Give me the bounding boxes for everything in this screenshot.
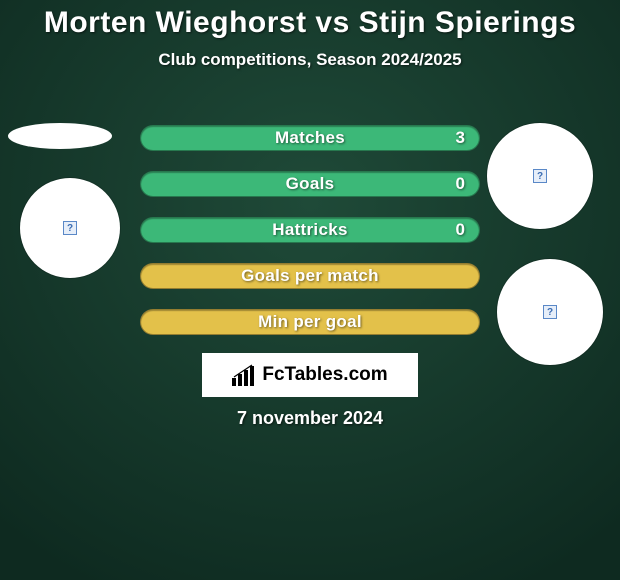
image-placeholder-icon: ?	[533, 169, 547, 183]
subtitle: Club competitions, Season 2024/2025	[0, 50, 620, 70]
image-placeholder-icon: ?	[543, 305, 557, 319]
stat-bar-label: Min per goal	[258, 312, 362, 332]
stat-bar-label: Goals	[286, 174, 335, 194]
avatar-ellipse	[8, 123, 112, 149]
page-title: Morten Wieghorst vs Stijn Spierings	[0, 0, 620, 40]
stat-bar-label: Hattricks	[272, 220, 347, 240]
stat-bar: Min per goal	[140, 309, 480, 335]
bars-icon	[232, 364, 258, 386]
stat-bar-label: Goals per match	[241, 266, 379, 286]
branding-text: FcTables.com	[262, 364, 387, 386]
stat-bar-label: Matches	[275, 128, 345, 148]
stat-bar-value: 0	[456, 174, 465, 194]
stat-bar-value: 0	[456, 220, 465, 240]
stat-bar-value: 3	[456, 128, 465, 148]
stat-bars: Matches 3 Goals 0 Hattricks 0 Goals per match M…	[140, 125, 480, 355]
avatar-right-top: ?	[487, 123, 593, 229]
avatar-left: ?	[20, 178, 120, 278]
stat-bar: Goals 0	[140, 171, 480, 197]
stat-bar: Matches 3	[140, 125, 480, 151]
image-placeholder-icon: ?	[63, 221, 77, 235]
stat-bar: Goals per match	[140, 263, 480, 289]
branding-badge: FcTables.com	[202, 353, 418, 397]
stat-bar: Hattricks 0	[140, 217, 480, 243]
avatar-right-bottom: ?	[497, 259, 603, 365]
date-label: 7 november 2024	[0, 408, 620, 429]
